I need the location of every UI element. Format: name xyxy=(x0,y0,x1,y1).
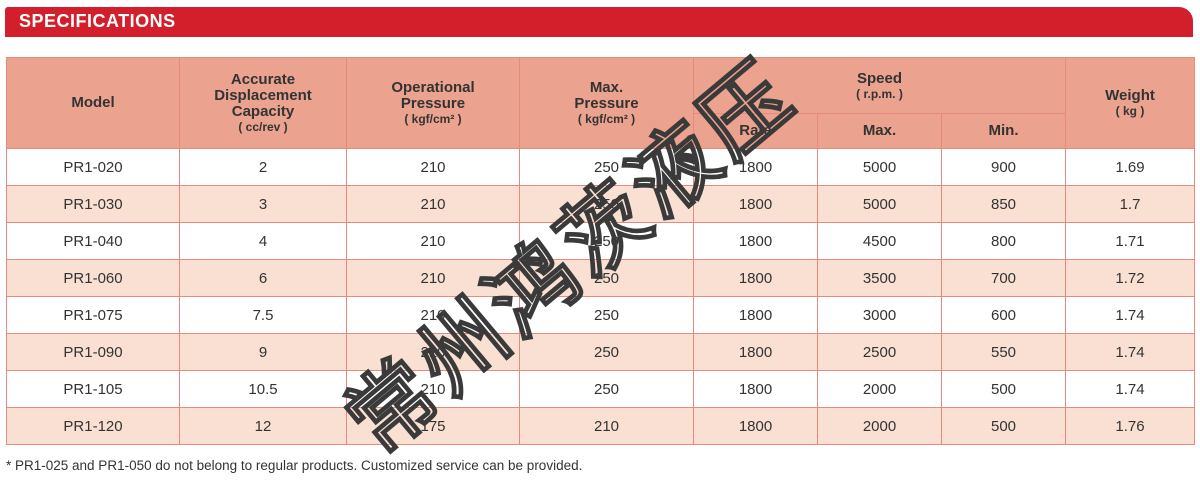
cell-model: PR1-090 xyxy=(6,333,180,371)
cell-capacity: 7.5 xyxy=(179,296,347,334)
header-speed: Speed ( r.p.m. ) xyxy=(693,57,1066,114)
cell-operational-pressure: 175 xyxy=(346,407,520,445)
table-row: PR1-030 3 210 250 1800 5000 850 1.7 xyxy=(6,185,1195,223)
cell-speed-min: 700 xyxy=(941,259,1066,297)
cell-max-pressure: 250 xyxy=(519,259,694,297)
table-row: PR1-040 4 210 250 1800 4500 800 1.71 xyxy=(6,222,1195,260)
cell-model: PR1-020 xyxy=(6,148,180,186)
cell-capacity: 4 xyxy=(179,222,347,260)
cell-max-pressure: 250 xyxy=(519,185,694,223)
cell-speed-rate: 1800 xyxy=(693,222,818,260)
cell-capacity: 12 xyxy=(179,407,347,445)
table-row: PR1-020 2 210 250 1800 5000 900 1.69 xyxy=(6,148,1195,186)
banner-title: SPECIFICATIONS xyxy=(19,11,176,31)
cell-max-pressure: 250 xyxy=(519,296,694,334)
cell-max-pressure: 250 xyxy=(519,222,694,260)
cell-speed-min: 900 xyxy=(941,148,1066,186)
cell-weight: 1.7 xyxy=(1065,185,1195,223)
header-speed-max: Max. xyxy=(817,113,942,149)
cell-speed-max: 2500 xyxy=(817,333,942,371)
cell-weight: 1.72 xyxy=(1065,259,1195,297)
cell-model: PR1-120 xyxy=(6,407,180,445)
cell-speed-rate: 1800 xyxy=(693,259,818,297)
specifications-banner: SPECIFICATIONS xyxy=(5,7,1193,37)
cell-speed-min: 850 xyxy=(941,185,1066,223)
table-row: PR1-105 10.5 210 250 1800 2000 500 1.74 xyxy=(6,370,1195,408)
table-row: PR1-120 12 175 210 1800 2000 500 1.76 xyxy=(6,407,1195,445)
cell-operational-pressure: 210 xyxy=(346,296,520,334)
header-max-pressure: Max. Pressure ( kgf/cm² ) xyxy=(519,57,694,149)
cell-capacity: 3 xyxy=(179,185,347,223)
cell-capacity: 10.5 xyxy=(179,370,347,408)
cell-speed-min: 600 xyxy=(941,296,1066,334)
cell-weight: 1.71 xyxy=(1065,222,1195,260)
cell-max-pressure: 250 xyxy=(519,148,694,186)
cell-speed-rate: 1800 xyxy=(693,333,818,371)
cell-speed-max: 2000 xyxy=(817,370,942,408)
header-speed-min: Min. xyxy=(941,113,1066,149)
cell-speed-max: 3500 xyxy=(817,259,942,297)
cell-speed-rate: 1800 xyxy=(693,148,818,186)
cell-weight: 1.69 xyxy=(1065,148,1195,186)
cell-weight: 1.76 xyxy=(1065,407,1195,445)
cell-max-pressure: 210 xyxy=(519,407,694,445)
cell-operational-pressure: 210 xyxy=(346,185,520,223)
cell-speed-min: 500 xyxy=(941,370,1066,408)
cell-speed-min: 800 xyxy=(941,222,1066,260)
cell-model: PR1-040 xyxy=(6,222,180,260)
cell-speed-rate: 1800 xyxy=(693,370,818,408)
cell-speed-max: 3000 xyxy=(817,296,942,334)
cell-speed-max: 5000 xyxy=(817,148,942,186)
cell-operational-pressure: 210 xyxy=(346,370,520,408)
cell-max-pressure: 250 xyxy=(519,370,694,408)
cell-model: PR1-030 xyxy=(6,185,180,223)
table-row: PR1-075 7.5 210 250 1800 3000 600 1.74 xyxy=(6,296,1195,334)
header-weight: Weight ( kg ) xyxy=(1065,57,1195,149)
cell-speed-min: 500 xyxy=(941,407,1066,445)
cell-weight: 1.74 xyxy=(1065,370,1195,408)
cell-speed-rate: 1800 xyxy=(693,407,818,445)
header-model: Model xyxy=(6,57,180,149)
cell-speed-max: 4500 xyxy=(817,222,942,260)
cell-speed-min: 550 xyxy=(941,333,1066,371)
header-speed-rate: Rate xyxy=(693,113,818,149)
cell-operational-pressure: 210 xyxy=(346,222,520,260)
cell-max-pressure: 250 xyxy=(519,333,694,371)
cell-speed-max: 2000 xyxy=(817,407,942,445)
cell-model: PR1-075 xyxy=(6,296,180,334)
header-operational-pressure: Operational Pressure ( kgf/cm² ) xyxy=(346,57,520,149)
table-row: PR1-060 6 210 250 1800 3500 700 1.72 xyxy=(6,259,1195,297)
cell-speed-rate: 1800 xyxy=(693,296,818,334)
footnote: * PR1-025 and PR1-050 do not belong to r… xyxy=(6,458,583,473)
header-capacity: Accurate Displacement Capacity ( cc/rev … xyxy=(179,57,347,149)
cell-weight: 1.74 xyxy=(1065,333,1195,371)
cell-speed-rate: 1800 xyxy=(693,185,818,223)
cell-speed-max: 5000 xyxy=(817,185,942,223)
cell-capacity: 9 xyxy=(179,333,347,371)
specifications-table: Model Accurate Displacement Capacity ( c… xyxy=(6,57,1195,445)
cell-capacity: 2 xyxy=(179,148,347,186)
cell-capacity: 6 xyxy=(179,259,347,297)
cell-weight: 1.74 xyxy=(1065,296,1195,334)
cell-operational-pressure: 210 xyxy=(346,333,520,371)
cell-model: PR1-060 xyxy=(6,259,180,297)
cell-operational-pressure: 210 xyxy=(346,148,520,186)
cell-model: PR1-105 xyxy=(6,370,180,408)
table-row: PR1-090 9 210 250 1800 2500 550 1.74 xyxy=(6,333,1195,371)
cell-operational-pressure: 210 xyxy=(346,259,520,297)
